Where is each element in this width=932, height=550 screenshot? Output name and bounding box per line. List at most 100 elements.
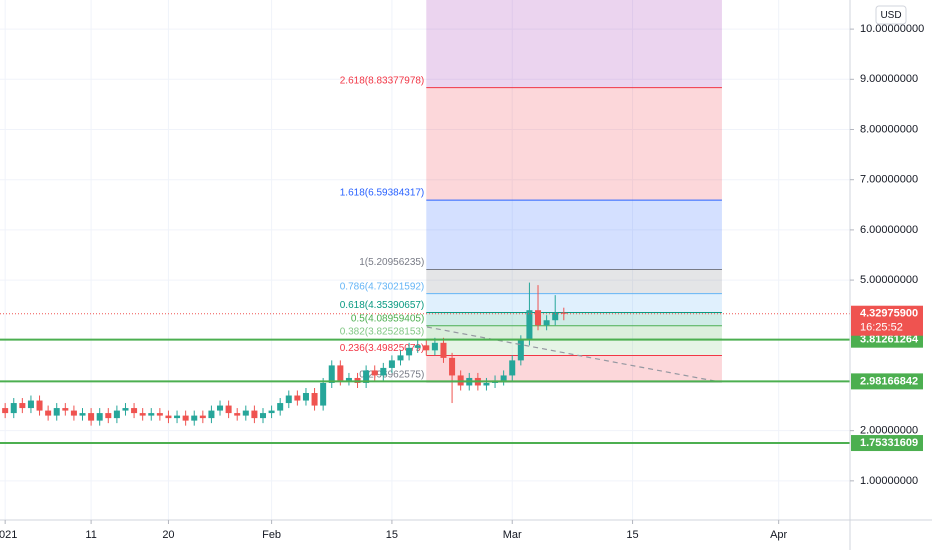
y-tick-label: 7.00000000 <box>860 174 918 186</box>
candle-body <box>208 410 215 419</box>
candle-body <box>328 365 335 383</box>
candle-body <box>509 360 516 376</box>
y-tick-label: 2.00000000 <box>860 425 918 437</box>
candle-body <box>388 360 395 368</box>
currency[interactable]: USD <box>880 10 901 21</box>
candle-body <box>191 415 198 421</box>
fib-label: 1(5.20956235) <box>359 257 424 268</box>
candle-body <box>225 405 232 414</box>
candle-body <box>70 410 77 416</box>
candle-body <box>431 342 438 351</box>
candle-body <box>285 395 292 404</box>
x-tick-label: 2021 <box>0 529 17 541</box>
candle-body <box>397 355 404 361</box>
candle-body <box>10 403 17 414</box>
candle-body <box>96 413 103 421</box>
x-tick-label: Feb <box>262 529 281 541</box>
fib-zone <box>426 293 722 313</box>
candle-body <box>311 393 318 406</box>
grid <box>0 0 850 520</box>
countdown: 16:25:52 <box>860 322 903 334</box>
candle-body <box>259 413 267 419</box>
x-tick-label: Mar <box>503 529 522 541</box>
candle-body <box>363 370 370 383</box>
candle-body <box>139 413 146 416</box>
fib-label: 0.5(4.08959405) <box>351 313 424 324</box>
fib-zone <box>426 312 722 326</box>
candle-body <box>552 312 559 321</box>
fib-zone <box>426 200 722 270</box>
y-tick-label: 9.00000000 <box>860 73 918 85</box>
fib-zone <box>426 269 722 294</box>
candle-body <box>122 408 129 411</box>
axes: 1.00000000 2.00000000 5.00000000 6.00000000… <box>0 23 924 541</box>
y-tick-label: 8.00000000 <box>860 123 918 135</box>
candle-body <box>156 413 163 416</box>
candle-body <box>79 413 86 416</box>
trend-line <box>426 326 721 383</box>
level-tag <box>851 435 923 452</box>
y-tick-label: 6.00000000 <box>860 224 918 236</box>
currency-button[interactable] <box>875 5 907 25</box>
candle-body <box>345 377 352 381</box>
fib-label: 0.618(4.35390657) <box>340 300 425 311</box>
fib-zone <box>426 355 722 382</box>
candle-body <box>148 413 155 416</box>
candle-body <box>88 413 95 421</box>
candle-body <box>371 370 378 376</box>
candle-body <box>199 415 206 419</box>
candle-body <box>423 345 430 351</box>
candle-body <box>543 320 550 326</box>
level-tag-label: 3.81261264 <box>860 334 919 346</box>
candle-body <box>449 357 456 376</box>
fib-zone <box>426 87 722 201</box>
level-tag-label: 1.75331609 <box>860 437 918 449</box>
fib-label: 0.786(4.73021592) <box>340 281 425 292</box>
x-tick-label: 15 <box>626 529 638 541</box>
fib-label: 0.382(3.82528153) <box>340 327 425 338</box>
fib-retracement: 0(2.96962575) 0.236(3.49825079) 0.382(3.82… <box>340 0 722 383</box>
y-tick-label: 5.00000000 <box>860 274 918 286</box>
x-tick-label: Apr <box>770 529 787 541</box>
last-price-label: 4.32975900 <box>860 308 918 320</box>
candle-body <box>251 410 258 419</box>
candle-body <box>45 410 52 416</box>
candle-body <box>234 413 241 416</box>
candle-body <box>53 408 60 416</box>
candle-body <box>277 403 284 411</box>
candle-body <box>182 415 189 421</box>
candle-body <box>337 365 344 381</box>
fib-label: 0(2.96962575) <box>359 370 424 381</box>
candle-body <box>302 393 309 401</box>
x-tick-label: 15 <box>386 529 398 541</box>
y-tick-label: 10.00000000 <box>860 23 924 35</box>
fib-zone <box>426 339 722 356</box>
candle-body <box>406 347 413 356</box>
candle-body <box>294 395 301 401</box>
candle-body <box>217 405 224 411</box>
fib-label: 1.618(6.59384317) <box>340 188 425 199</box>
candle-body <box>535 310 542 326</box>
level-tag <box>851 373 923 390</box>
candle-body <box>105 413 112 419</box>
candle-body <box>165 415 172 419</box>
level-tag-label: 2.98166842 <box>860 375 918 387</box>
candle-body <box>440 342 447 358</box>
candle-body <box>131 408 138 414</box>
candle-body <box>526 310 533 341</box>
candle-body <box>2 408 9 414</box>
last-price-tag <box>851 305 923 336</box>
candle-body <box>517 340 524 361</box>
fib-zone-top <box>426 0 722 88</box>
overlays <box>0 313 850 445</box>
fib-zone <box>426 325 722 340</box>
candle-body <box>242 410 249 416</box>
candle-body <box>174 415 181 419</box>
candle-body <box>268 410 275 414</box>
candle-body <box>500 375 507 381</box>
candle-body <box>113 410 120 419</box>
candle-body <box>36 400 43 411</box>
candles <box>2 282 567 426</box>
candle-body <box>320 382 327 406</box>
